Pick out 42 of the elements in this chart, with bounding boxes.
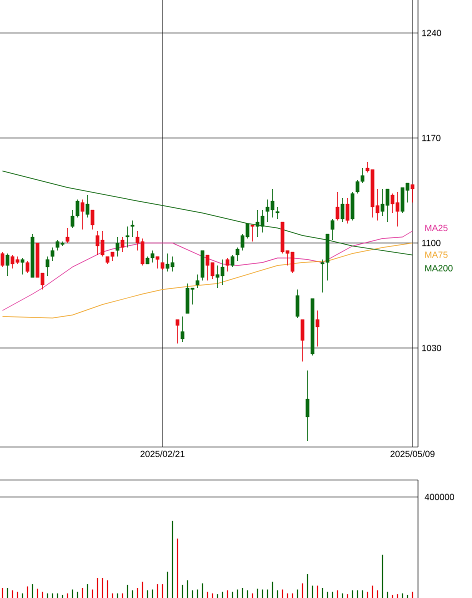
candlestick <box>330 218 334 240</box>
series-label: MA75 <box>425 252 448 258</box>
candlestick <box>80 199 84 230</box>
candlestick <box>0 252 4 268</box>
text: 400000 <box>424 494 454 500</box>
candlestick <box>336 192 340 221</box>
x-tick-label: 2025/02/21 <box>140 450 184 458</box>
candlestick <box>6 253 10 276</box>
series-label: MA25 <box>425 224 448 232</box>
candlestick <box>176 319 180 344</box>
candlestick <box>46 256 50 276</box>
candlestick <box>90 210 94 230</box>
candlestick <box>236 247 240 262</box>
candlestick <box>120 236 124 252</box>
candlestick <box>20 258 24 275</box>
candlestick <box>86 194 90 218</box>
candlestick <box>26 260 30 274</box>
candlestick <box>196 274 200 288</box>
candlestick <box>306 370 310 442</box>
y-tick-label: 1240 <box>422 30 442 36</box>
candlestick <box>66 228 70 244</box>
x-tick-label: 2025/05/09 <box>390 450 435 458</box>
candlestick <box>226 258 230 272</box>
candlestick <box>346 198 350 224</box>
candlestick <box>250 224 254 242</box>
candlestick <box>230 254 234 268</box>
candlestick <box>180 316 184 342</box>
y-tick-label: 1030 <box>422 344 442 352</box>
candlestick <box>276 206 280 220</box>
candlestick <box>316 310 320 347</box>
y-tick-label: 1170 <box>422 134 440 142</box>
candlestick <box>410 184 414 203</box>
candlestick <box>130 220 134 238</box>
candlestick <box>50 247 54 262</box>
candlestick <box>156 256 160 269</box>
candlestick <box>116 236 120 257</box>
candlestick <box>340 198 344 222</box>
y-tick-label: 1100 <box>422 240 440 246</box>
candlestick <box>300 319 304 362</box>
series-label: MA200 <box>425 265 453 272</box>
candlestick <box>296 289 300 318</box>
candlestick <box>126 226 130 248</box>
